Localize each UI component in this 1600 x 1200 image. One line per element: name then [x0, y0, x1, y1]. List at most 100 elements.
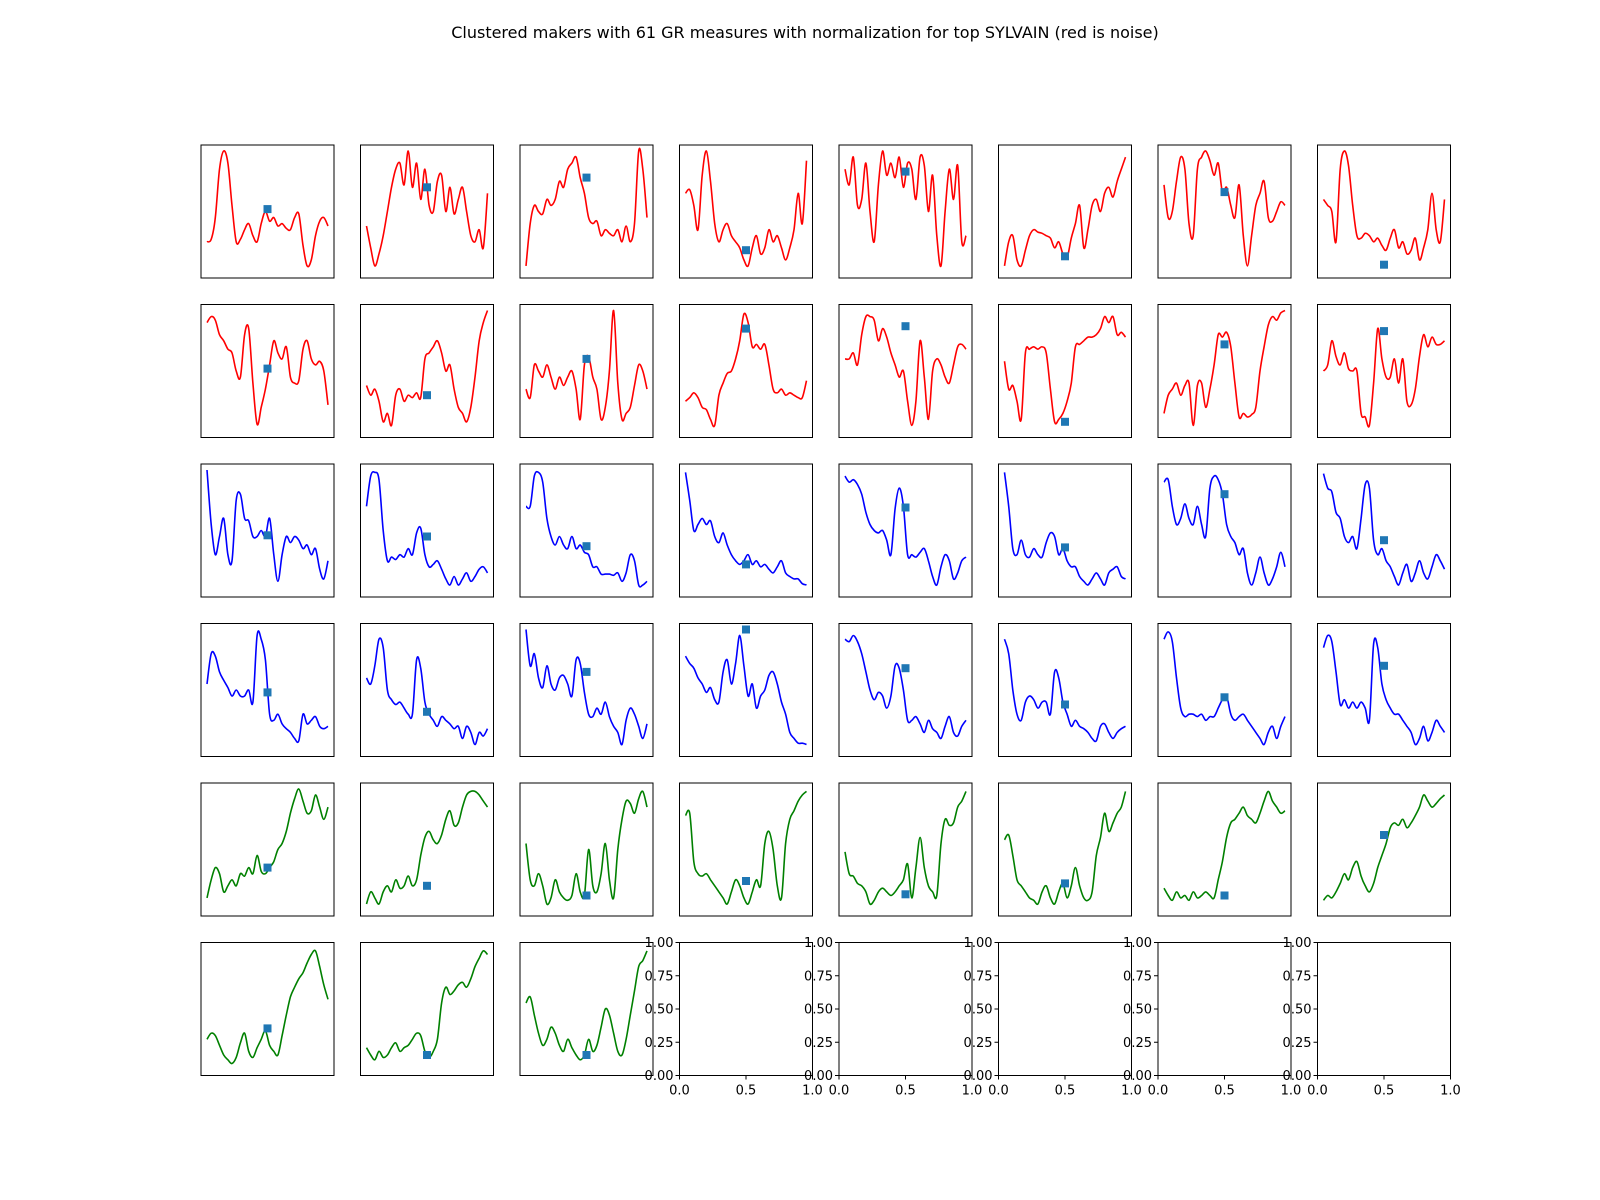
subplot-4-4 [679, 623, 813, 757]
subplot-3-4 [679, 463, 813, 598]
y-tick-label: 0.50 [804, 1003, 833, 1018]
subplot-frame [519, 782, 654, 917]
subplot-2-2 [360, 304, 494, 438]
x-tick-label: 0.5 [1055, 1084, 1076, 1099]
subplot-frame [360, 623, 494, 757]
marker-point [263, 364, 272, 373]
y-tick-label: 1.00 [645, 936, 674, 951]
marker-point [1220, 891, 1229, 900]
subplot-2-6 [998, 304, 1132, 438]
series-line-cluster_2 [525, 950, 648, 1061]
x-tick-label: 0.0 [1307, 1084, 1328, 1099]
subplot-5-6 [998, 782, 1132, 917]
marker-point [423, 391, 431, 400]
marker-point [901, 167, 910, 176]
y-tick-label: 0.00 [1123, 1069, 1152, 1084]
series-line-cluster_2 [844, 791, 967, 906]
subplot-1-6 [998, 144, 1132, 279]
series-line-cluster_1 [844, 634, 967, 740]
subplot-5-7 [1157, 782, 1292, 917]
x-tick-label: 1.0 [1440, 1084, 1461, 1099]
subplot-frame [519, 942, 654, 1076]
subplot-frame [1157, 144, 1292, 279]
marker-point [582, 1051, 591, 1059]
marker-point [742, 246, 750, 255]
subplot-frame [998, 463, 1132, 598]
subplot-3-3 [519, 463, 654, 598]
subplot-6-6: 0.00 0.25 0.50 0.75 1.00 0.0 0.5 1.0 [964, 936, 1142, 1099]
subplot-5-3 [519, 782, 654, 917]
subplot-frame [838, 782, 973, 917]
y-tick-label: 0.50 [1123, 1003, 1152, 1018]
y-tick-label: 0.75 [645, 969, 674, 984]
subplot-2-7 [1157, 304, 1292, 438]
x-tick-label: 0.0 [988, 1084, 1009, 1099]
subplot-1-2 [360, 144, 494, 279]
marker-point [742, 877, 750, 885]
subplot-frame [200, 782, 335, 917]
subplot-2-3 [519, 304, 654, 438]
subplot-frame [679, 623, 813, 757]
x-tick-label: 0.5 [1214, 1084, 1235, 1099]
y-tick-label: 0.75 [1123, 969, 1152, 984]
y-tick-label: 0.00 [1283, 1069, 1312, 1084]
marker-point [263, 1024, 272, 1033]
series-line-cluster_1 [684, 472, 807, 586]
subplot-6-8: 0.00 0.25 0.50 0.75 1.00 0.0 0.5 1.0 [1283, 936, 1461, 1099]
subplot-grid: 0.000.250.500.751.000.0 0.5 1.00.000.250.5… [200, 144, 1461, 1099]
y-tick-label: 1.00 [964, 936, 993, 951]
marker-point [1380, 327, 1388, 336]
subplot-5-1 [200, 782, 335, 917]
series-line-noise [684, 150, 808, 268]
series-line-cluster_2 [684, 790, 808, 905]
subplot-frame [838, 463, 973, 598]
subplot-2-1 [200, 304, 335, 438]
x-tick-label: 1.0 [802, 1084, 823, 1099]
series-line-noise [1322, 327, 1446, 428]
series-line-noise [684, 312, 808, 428]
x-tick-label: 0.5 [895, 1084, 916, 1099]
subplot-1-5 [838, 144, 973, 279]
subplot-frame [200, 144, 335, 279]
marker-point [582, 667, 591, 676]
marker-point [1380, 831, 1388, 839]
subplot-frame [519, 144, 654, 279]
marker-point [1061, 543, 1069, 552]
subplot-2-8 [1317, 304, 1451, 438]
subplot-5-2 [360, 782, 494, 917]
subplot-frame [679, 782, 813, 917]
series-line-noise [844, 314, 967, 427]
y-tick-label: 0.75 [964, 969, 993, 984]
marker-point [742, 324, 750, 333]
marker-point [1220, 693, 1229, 702]
marker-point [582, 354, 591, 363]
series-line-cluster_1 [525, 629, 648, 746]
marker-point [423, 707, 431, 716]
subplot-frame [998, 304, 1132, 438]
series-line-noise [1322, 150, 1446, 261]
subplot-6-4: 0.00 0.25 0.50 0.75 1.00 0.0 0.5 1.0 [645, 936, 823, 1099]
y-tick-label: 0.50 [964, 1003, 993, 1018]
series-line-noise [1163, 309, 1286, 427]
series-line-cluster_2 [365, 790, 489, 905]
marker-point [1380, 661, 1388, 670]
y-tick-label: 0.75 [804, 969, 833, 984]
series-line-cluster_2 [206, 949, 329, 1065]
subplot-6-7: 0.00 0.25 0.50 0.75 1.00 0.0 0.5 1.0 [1123, 936, 1301, 1099]
y-tick-label: 0.25 [964, 1036, 993, 1051]
subplot-frame [360, 782, 494, 917]
subplot-frame [360, 942, 494, 1076]
subplot-frame [1317, 782, 1451, 917]
series-line-cluster_1 [1322, 634, 1446, 746]
y-tick-label: 0.25 [1123, 1036, 1152, 1051]
subplot-frame [200, 623, 335, 757]
subplot-frame [1317, 623, 1451, 757]
x-tick-label: 0.0 [829, 1084, 850, 1099]
subplot-5-4 [679, 782, 813, 917]
subplot-frame [679, 463, 813, 598]
y-tick-label: 0.50 [645, 1003, 674, 1018]
marker-point [901, 890, 910, 899]
marker-point [423, 532, 431, 541]
subplot-1-7 [1157, 144, 1292, 279]
